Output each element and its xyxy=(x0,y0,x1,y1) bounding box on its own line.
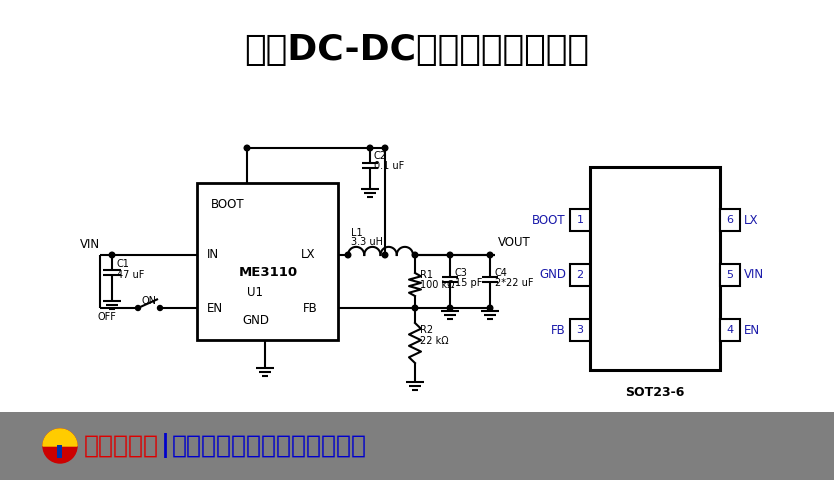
Bar xyxy=(570,319,590,341)
Circle shape xyxy=(345,252,351,258)
Circle shape xyxy=(382,252,388,258)
Text: 15 pF: 15 pF xyxy=(455,278,482,288)
Text: |: | xyxy=(161,433,170,458)
Text: 6: 6 xyxy=(726,215,733,225)
Text: 22 kΩ: 22 kΩ xyxy=(420,336,449,346)
Text: SOT23-6: SOT23-6 xyxy=(626,385,685,398)
Text: EN: EN xyxy=(744,324,760,336)
Text: 3.3 uH: 3.3 uH xyxy=(351,237,383,247)
Circle shape xyxy=(43,429,77,463)
Text: 3: 3 xyxy=(576,325,584,335)
Circle shape xyxy=(487,252,493,258)
Circle shape xyxy=(382,145,388,151)
Circle shape xyxy=(367,145,373,151)
Text: 5: 5 xyxy=(726,270,733,280)
Text: C4: C4 xyxy=(495,268,508,278)
Circle shape xyxy=(487,305,493,311)
Text: LX: LX xyxy=(744,214,758,227)
Text: VIN: VIN xyxy=(744,268,764,281)
Text: 专注电子元件销售和技术服务: 专注电子元件销售和技术服务 xyxy=(172,434,367,458)
Text: VOUT: VOUT xyxy=(498,237,530,250)
Text: GND: GND xyxy=(242,313,269,326)
Circle shape xyxy=(447,252,453,258)
Text: IN: IN xyxy=(207,249,219,262)
Text: 1: 1 xyxy=(576,215,584,225)
Bar xyxy=(0,412,834,480)
Text: 47 uF: 47 uF xyxy=(117,270,144,280)
Circle shape xyxy=(135,305,140,311)
Text: FB: FB xyxy=(303,301,318,314)
Text: EN: EN xyxy=(207,301,224,314)
Text: 微盟DC-DC降压典型应用案例: 微盟DC-DC降压典型应用案例 xyxy=(244,33,590,67)
Text: 0.1 uF: 0.1 uF xyxy=(374,161,404,171)
Text: 2: 2 xyxy=(576,270,584,280)
Text: 4: 4 xyxy=(726,325,734,335)
Text: L1: L1 xyxy=(351,228,363,238)
Bar xyxy=(197,183,338,340)
Text: VIN: VIN xyxy=(80,239,100,252)
Circle shape xyxy=(158,305,163,311)
Text: ON: ON xyxy=(142,296,157,306)
Bar xyxy=(720,319,740,341)
Circle shape xyxy=(412,305,418,311)
Circle shape xyxy=(447,305,453,311)
Text: C1: C1 xyxy=(117,259,130,269)
Text: U1: U1 xyxy=(247,287,263,300)
Text: 100 kΩ: 100 kΩ xyxy=(420,280,455,290)
Text: C2: C2 xyxy=(374,151,387,161)
Text: BOOT: BOOT xyxy=(532,214,566,227)
Bar xyxy=(720,209,740,231)
Text: R2: R2 xyxy=(420,325,433,335)
Bar xyxy=(58,445,63,458)
Text: 芯天上电子: 芯天上电子 xyxy=(84,434,159,458)
Text: 2*22 uF: 2*22 uF xyxy=(495,278,534,288)
Text: OFF: OFF xyxy=(98,312,117,322)
Circle shape xyxy=(412,252,418,258)
Text: GND: GND xyxy=(539,268,566,281)
Text: C3: C3 xyxy=(455,268,468,278)
Bar xyxy=(570,209,590,231)
Text: FB: FB xyxy=(551,324,566,336)
Bar xyxy=(720,264,740,286)
Circle shape xyxy=(109,252,115,258)
Bar xyxy=(570,264,590,286)
Text: ME3110: ME3110 xyxy=(239,265,298,278)
Text: BOOT: BOOT xyxy=(211,199,244,212)
Text: R1: R1 xyxy=(420,270,433,280)
Polygon shape xyxy=(43,429,77,446)
Text: LX: LX xyxy=(301,249,315,262)
Circle shape xyxy=(244,145,250,151)
Bar xyxy=(590,167,720,370)
